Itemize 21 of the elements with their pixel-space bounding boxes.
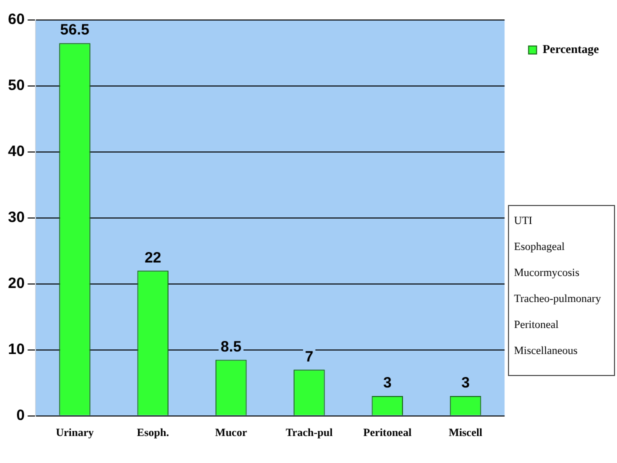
data-label: 56.5 <box>60 22 90 39</box>
x-tick-label: Esoph. <box>136 427 170 440</box>
data-label: 7 <box>305 348 314 366</box>
x-tick-label: Miscell <box>448 427 482 440</box>
data-label: 8.5 <box>220 338 242 356</box>
data-label: 3 <box>383 374 392 392</box>
y-tick-label: 0 <box>16 406 25 424</box>
y-tick-label: 20 <box>8 275 25 292</box>
y-tick-label: 40 <box>8 143 25 160</box>
x-tick-label: Urinary <box>56 427 94 440</box>
y-tick-label: 60 <box>8 11 25 28</box>
x-tick-label: Mucor <box>215 427 248 440</box>
x-tick-label: Trach-pul <box>286 427 333 440</box>
data-label: 22 <box>144 249 162 266</box>
x-tick-label: Peritoneal <box>363 427 412 440</box>
legend-label: Percentage <box>542 42 600 56</box>
data-label: 3 <box>461 374 470 392</box>
y-tick-label: 50 <box>8 77 25 94</box>
y-tick-label: 30 <box>8 209 25 226</box>
y-tick-label: 10 <box>8 340 25 358</box>
note-box: UTI Esophageal Mucormycosis Tracheo-pulmonary Peritoneal Miscellaneous <box>508 205 615 376</box>
